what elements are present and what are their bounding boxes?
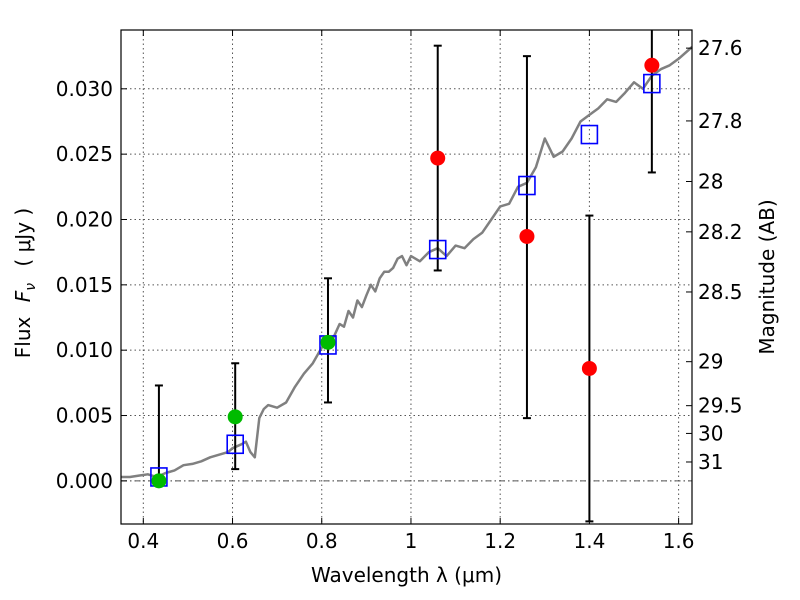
y-tick-label: 0.015	[56, 273, 113, 297]
y-axis-label: Flux Fν ( μJy )	[11, 208, 40, 358]
plot-frame	[120, 29, 693, 525]
x-tick-label: 1.2	[484, 529, 516, 553]
x-tick-label: 1.6	[663, 529, 695, 553]
model-photometry-marker	[643, 73, 661, 94]
model-spectrum-line	[121, 46, 693, 479]
x-tick-label: 1	[405, 529, 418, 553]
y-tick-label: 0.010	[56, 338, 113, 362]
x-tick-label: 0.4	[127, 529, 159, 553]
grid	[121, 30, 692, 524]
errorbar-layer	[154, 30, 656, 523]
mag-tick-label: 28.2	[698, 220, 743, 244]
y-tick-label: 0.020	[56, 207, 113, 231]
model-photometry-marker	[428, 239, 447, 260]
model-photometry-marker	[580, 124, 599, 145]
y2-axis-label: Magnitude (AB)	[755, 199, 779, 354]
model-photometry-marker	[226, 434, 244, 455]
mag-tick-label: 28.5	[698, 280, 743, 304]
mag-tick-label: 31	[698, 450, 723, 474]
y-axis-label-prefix: Flux	[11, 316, 35, 358]
y-axis-label-unit: ( μJy )	[11, 208, 35, 267]
y-axis-label-symbol: F	[11, 290, 35, 302]
mag-tick-label: 29.5	[698, 394, 743, 418]
mag-tick-label: 28	[698, 169, 723, 193]
x-tick-label: 0.8	[306, 529, 338, 553]
y-tick-label: 0.000	[56, 469, 113, 493]
model-spectrum-layer	[121, 46, 693, 479]
marker-layer	[150, 57, 661, 489]
tick-layer	[121, 30, 692, 524]
y-tick-label: 0.005	[56, 404, 113, 428]
mag-tick-label: 30	[698, 421, 723, 445]
observed-photometry-marker	[581, 360, 597, 376]
observed-photometry-marker	[519, 228, 535, 244]
observed-photometry-marker	[644, 57, 660, 73]
x-tick-label: 1.4	[573, 529, 605, 553]
mag-tick-label: 27.6	[698, 36, 743, 60]
observed-photometry-marker	[227, 409, 243, 425]
mag-tick-label: 29	[698, 350, 723, 374]
x-tick-label: 0.6	[217, 529, 249, 553]
observed-photometry-marker	[151, 473, 167, 489]
y-tick-label: 0.025	[56, 142, 113, 166]
observed-photometry-marker	[430, 150, 446, 166]
y-tick-label: 0.030	[56, 77, 113, 101]
mag-tick-label: 27.8	[698, 109, 743, 133]
model-photometry-marker	[518, 175, 536, 196]
observed-photometry-marker	[320, 334, 336, 350]
x-axis-label: Wavelength λ (μm)	[311, 563, 502, 587]
tick-label-layer: 0.4 0.6 0.8 1 1.2 1.4 1.6 0.000 0.005 0.010 0.015 0…	[56, 36, 743, 553]
y-axis-label-subscript: ν	[23, 283, 39, 291]
